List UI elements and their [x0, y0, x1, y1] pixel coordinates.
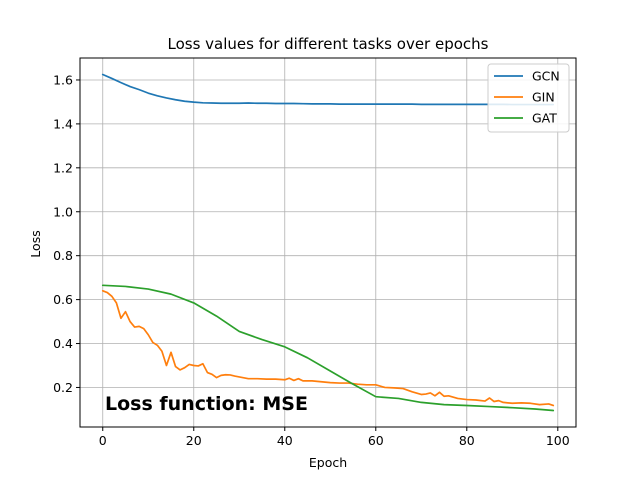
series-line-gcn	[101, 73, 555, 106]
y-axis-ticks: 0.2 0.4 0.6 0.8 1.0 1.2 1.4 1.6	[53, 72, 80, 395]
x-tick-label: 60	[368, 433, 384, 448]
y-tick-label: 1.2	[53, 160, 73, 175]
x-tick-label: 80	[459, 433, 475, 448]
chart-title: Loss values for different tasks over epo…	[168, 35, 489, 53]
legend-label-gat: GAT	[532, 111, 557, 126]
series-lines	[101, 73, 555, 412]
y-tick-label: 1.0	[53, 204, 73, 219]
grid-lines	[80, 58, 576, 427]
x-axis-label: Epoch	[309, 455, 347, 470]
legend-label-gin: GIN	[532, 90, 555, 105]
x-axis-ticks: 0 20 40 60 80 100	[99, 427, 570, 448]
plot-area-frame	[79, 57, 577, 428]
loss-function-annotation: Loss function: MSE	[105, 393, 308, 415]
legend: GCN GIN GAT	[487, 63, 570, 133]
y-tick-label: 1.4	[53, 116, 73, 131]
x-tick-label: 40	[277, 433, 293, 448]
legend-box	[487, 63, 570, 133]
y-tick-label: 0.8	[53, 248, 73, 263]
y-tick-label: 0.2	[53, 380, 73, 395]
y-axis-label: Loss	[28, 230, 43, 257]
x-tick-label: 20	[186, 433, 202, 448]
x-tick-label: 0	[99, 433, 107, 448]
y-tick-label: 0.6	[53, 292, 73, 307]
series-line-gat	[101, 284, 555, 412]
y-tick-label: 0.4	[53, 336, 73, 351]
legend-label-gcn: GCN	[532, 69, 560, 84]
y-tick-label: 1.6	[53, 72, 73, 87]
series-line-gin	[101, 289, 555, 407]
x-tick-label: 100	[546, 433, 570, 448]
